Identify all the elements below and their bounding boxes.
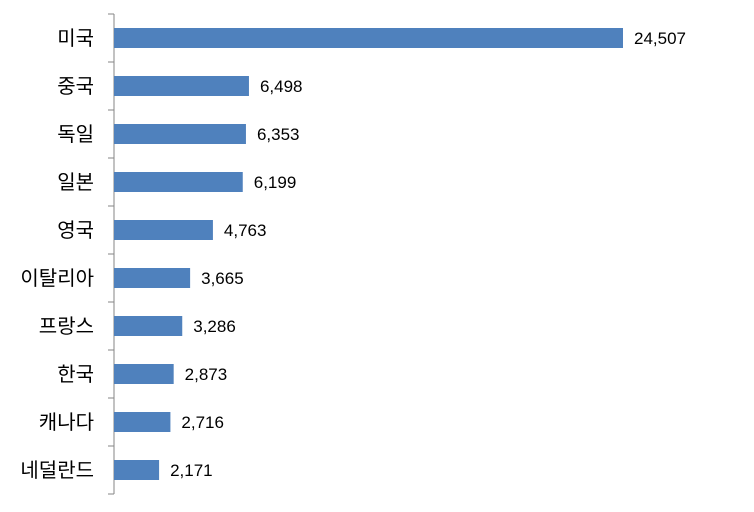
bars xyxy=(114,28,623,480)
data-label: 3,286 xyxy=(193,317,236,336)
data-label: 4,763 xyxy=(224,221,267,240)
category-label: 미국 xyxy=(57,26,94,50)
data-label: 2,171 xyxy=(170,461,213,480)
bar-3 xyxy=(114,172,243,192)
category-label: 이탈리아 xyxy=(20,266,94,290)
bar-0 xyxy=(114,28,623,48)
category-label: 네덜란드 xyxy=(20,458,94,482)
bar-9 xyxy=(114,460,160,480)
bar-5 xyxy=(114,268,191,288)
category-label: 중국 xyxy=(57,74,94,98)
bar-8 xyxy=(114,412,171,432)
data-label: 2,716 xyxy=(181,413,224,432)
data-label: 3,665 xyxy=(201,269,244,288)
category-label: 프랑스 xyxy=(39,314,94,338)
bar-2 xyxy=(114,124,246,144)
bar-1 xyxy=(114,76,249,96)
category-label: 일본 xyxy=(57,170,94,194)
data-labels: 24,507 6,498 6,353 6,199 4,763 3,665 3,286 2,87… xyxy=(170,29,686,480)
data-label: 2,873 xyxy=(185,365,228,384)
bar-4 xyxy=(114,220,213,240)
data-label: 24,507 xyxy=(634,29,686,48)
data-label: 6,353 xyxy=(257,125,300,144)
category-label: 독일 xyxy=(57,122,94,146)
bar-6 xyxy=(114,316,183,336)
data-label: 6,199 xyxy=(254,173,297,192)
data-label: 6,498 xyxy=(260,77,303,96)
category-label: 영국 xyxy=(57,218,94,242)
category-label: 한국 xyxy=(57,362,94,386)
bar-7 xyxy=(114,364,174,384)
category-axis-ticks xyxy=(108,13,114,495)
category-label: 캐나다 xyxy=(39,410,94,434)
